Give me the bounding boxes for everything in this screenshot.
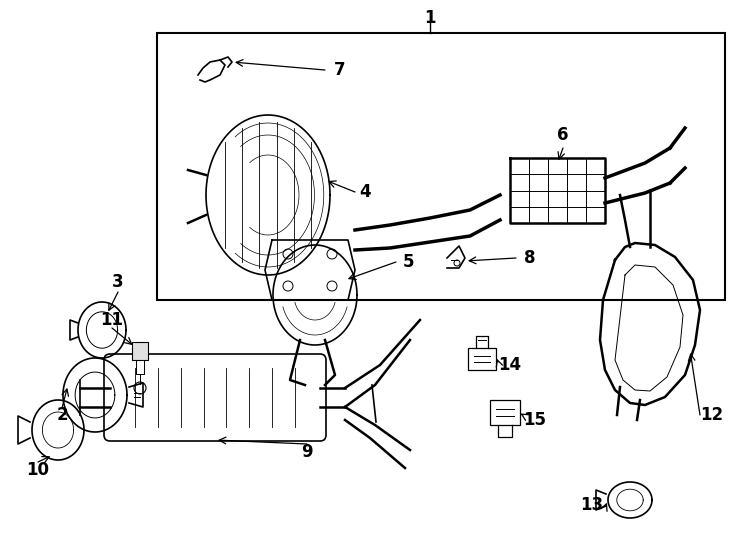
Bar — [157, 33, 725, 300]
Bar — [132, 342, 148, 360]
Text: 10: 10 — [26, 461, 49, 479]
Text: 3: 3 — [112, 273, 124, 291]
Text: 14: 14 — [498, 356, 522, 374]
Bar — [490, 400, 520, 425]
Text: 7: 7 — [334, 61, 346, 79]
Text: 13: 13 — [581, 496, 603, 514]
Text: 8: 8 — [524, 249, 536, 267]
Text: 2: 2 — [57, 406, 68, 424]
Text: 1: 1 — [424, 9, 436, 27]
Text: 11: 11 — [101, 311, 123, 329]
Text: 4: 4 — [359, 183, 371, 201]
Text: 15: 15 — [523, 411, 547, 429]
Bar — [468, 348, 496, 370]
FancyBboxPatch shape — [104, 354, 326, 441]
Text: 5: 5 — [402, 253, 414, 271]
Text: 12: 12 — [700, 406, 724, 424]
Text: 6: 6 — [557, 126, 569, 144]
Text: 9: 9 — [301, 443, 313, 461]
